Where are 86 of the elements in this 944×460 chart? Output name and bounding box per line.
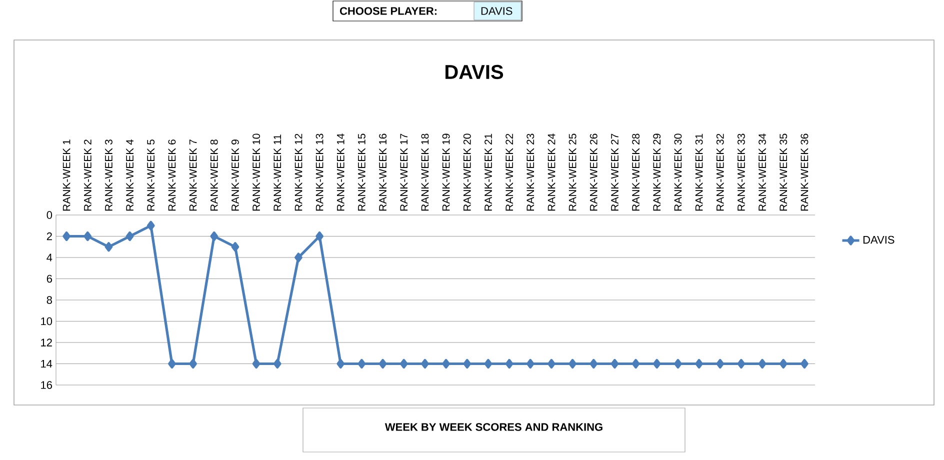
x-tick-label: RANK-WEEK 12	[294, 134, 302, 211]
point	[358, 358, 366, 369]
x-tick-label: RANK-WEEK 34	[758, 134, 766, 211]
y-tick-label: 2	[46, 232, 52, 240]
x-tick-label: RANK-WEEK 36	[800, 134, 808, 211]
x-tick-label: RANK-WEEK 11	[274, 134, 281, 211]
x-tick-label: RANK-WEEK 29	[653, 134, 661, 211]
point	[695, 358, 703, 369]
point	[716, 358, 724, 369]
x-tick-label: RANK-WEEK 33	[738, 134, 745, 211]
point	[548, 358, 556, 369]
x-tick-label: RANK-WEEK 9	[231, 140, 239, 211]
x-tick-label: RANK-WEEK 25	[568, 134, 576, 211]
x-tick-label: RANK-WEEK 26	[590, 134, 598, 211]
point	[336, 358, 345, 369]
x-tick-label: RANK-WEEK 27	[611, 134, 618, 211]
x-tick-label: RANK-WEEK 35	[780, 134, 788, 211]
y-tick-label: 6	[46, 274, 52, 283]
point	[505, 358, 514, 369]
text: WEEK BY WEEK SCORES AND RANKING	[384, 423, 602, 431]
point	[316, 231, 324, 242]
text: DAVIS	[481, 7, 512, 15]
point	[84, 231, 92, 242]
y-tick-label: 0	[46, 211, 52, 219]
x-tick-label: RANK-WEEK 6	[168, 140, 176, 211]
point	[758, 358, 766, 369]
x-tick-label: RANK-WEEK 1	[62, 140, 70, 211]
x-tick-label: RANK-WEEK 20	[463, 134, 471, 211]
text: CHOOSE PLAYER:	[340, 7, 436, 15]
point	[273, 358, 282, 369]
point	[252, 358, 260, 369]
x-tick-label: RANK-WEEK 19	[442, 134, 450, 211]
x-tick-label: RANK-WEEK 22	[506, 134, 513, 211]
x-tick-label: RANK-WEEK 15	[358, 134, 366, 211]
y-tick-label: 14	[41, 360, 52, 368]
x-tick-label: RANK-WEEK 32	[716, 134, 724, 211]
x-tick-label: RANK-WEEK 24	[548, 134, 556, 211]
x-tick-label: RANK-WEEK 7	[189, 140, 197, 211]
point	[126, 231, 134, 242]
point	[294, 252, 302, 262]
y-tick-label: 4	[46, 254, 52, 262]
x-tick-label: RANK-WEEK 17	[400, 134, 408, 211]
x-tick-label: RANK-WEEK 10	[252, 134, 260, 211]
point	[590, 358, 598, 369]
point	[568, 358, 576, 369]
x-tick-label: RANK-WEEK 23	[526, 134, 534, 211]
point	[484, 358, 492, 369]
x-tick-label: RANK-WEEK 5	[147, 140, 155, 211]
point	[421, 358, 429, 369]
chart-title: DAVIS	[446, 64, 504, 80]
point	[779, 358, 788, 369]
point	[104, 242, 113, 252]
point	[737, 358, 746, 369]
x-tick-label: RANK-WEEK 2	[84, 140, 92, 211]
point	[210, 231, 218, 242]
x-tick-label: RANK-WEEK 16	[379, 134, 387, 211]
point	[62, 231, 70, 242]
point	[463, 358, 472, 369]
x-tick-label: RANK-WEEK 18	[421, 134, 429, 211]
x-tick-label: RANK-WEEK 8	[210, 140, 218, 211]
point	[189, 358, 197, 369]
y-tick-label: 10	[41, 317, 52, 326]
y-tick-label: 8	[46, 296, 52, 304]
x-tick-label: RANK-WEEK 31	[695, 134, 703, 211]
point	[632, 358, 640, 369]
point	[400, 358, 408, 369]
point	[652, 358, 661, 369]
point	[610, 358, 619, 369]
point	[800, 358, 808, 369]
y-tick-label: 16	[41, 381, 52, 389]
x-tick-label: RANK-WEEK 28	[632, 134, 640, 211]
point	[378, 358, 387, 369]
point	[526, 358, 534, 369]
point	[168, 358, 176, 369]
point	[442, 358, 450, 369]
point	[231, 242, 240, 252]
y-tick-label: 12	[41, 338, 52, 346]
x-tick-label: RANK-WEEK 30	[674, 134, 682, 211]
x-tick-label: RANK-WEEK 21	[484, 134, 492, 211]
x-tick-label: RANK-WEEK 14	[337, 134, 344, 211]
point	[146, 220, 155, 230]
x-tick-label: RANK-WEEK 3	[104, 140, 112, 211]
x-tick-label: RANK-WEEK 13	[316, 134, 324, 211]
x-tick-label: RANK-WEEK 4	[126, 139, 134, 211]
legend-label: DAVIS	[863, 236, 894, 244]
point	[674, 358, 682, 369]
